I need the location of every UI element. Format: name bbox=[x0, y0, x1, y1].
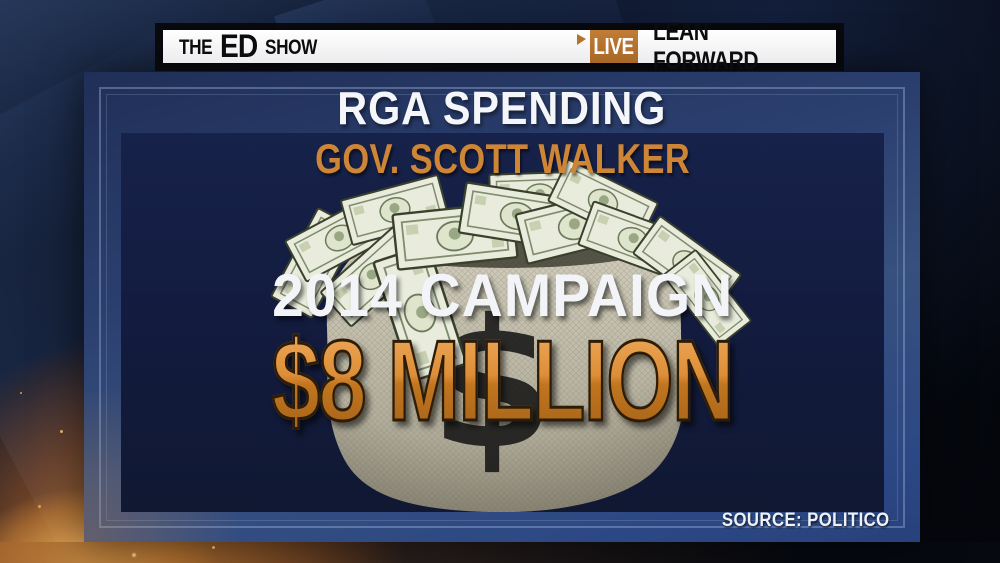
panel-title: RGA SPENDING bbox=[337, 82, 667, 134]
network-tagline: LEAN FORWARD bbox=[653, 17, 759, 75]
show-logo-ed: ED bbox=[219, 28, 258, 64]
ember-particle bbox=[212, 546, 215, 549]
bottom-shadow-band bbox=[0, 542, 1000, 563]
campaign-line: 2014 CAMPAIGN bbox=[271, 262, 734, 329]
show-logo-the: THE bbox=[179, 35, 213, 59]
amount-value: $8 MILLION bbox=[271, 318, 736, 445]
live-badge-label: LIVE bbox=[593, 33, 635, 59]
header-strip: THE ED SHOW LIVE LEAN FORWARD bbox=[155, 17, 844, 75]
ember-particle bbox=[20, 392, 22, 394]
panel-subtitle: GOV. SCOTT WALKER bbox=[314, 135, 690, 182]
show-logo-show: SHOW bbox=[264, 35, 317, 59]
money-bag-icon: $ bbox=[270, 158, 752, 512]
ember-particle bbox=[60, 430, 63, 433]
header-bar: THE ED SHOW LIVE LEAN FORWARD bbox=[163, 17, 836, 75]
source-credit: SOURCE: POLITICO bbox=[722, 510, 890, 531]
panel-border-line-inner bbox=[106, 94, 898, 521]
ember-particle bbox=[38, 505, 41, 508]
panel-border-line bbox=[99, 87, 905, 528]
live-badge: LIVE bbox=[590, 30, 638, 63]
live-arrow-icon bbox=[577, 34, 586, 45]
ember-particle bbox=[132, 553, 136, 557]
inner-content-box: $ GOV. SCOTT WALKER 2014 CAMPAIGN $8 MIL… bbox=[121, 133, 884, 512]
show-logo: THE ED SHOW bbox=[179, 28, 328, 64]
